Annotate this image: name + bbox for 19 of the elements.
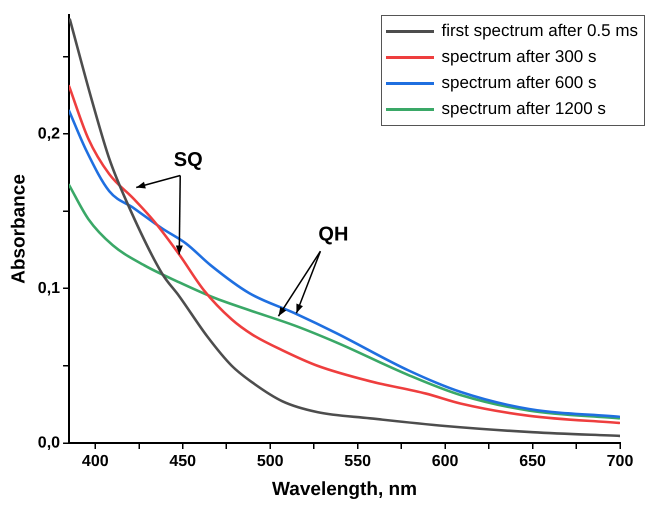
legend-label: spectrum after 1200 s bbox=[442, 98, 606, 120]
y-tick-label: 0,1 bbox=[38, 280, 60, 297]
x-axis-title: Wavelength, nm bbox=[272, 478, 418, 500]
annotation: QH bbox=[318, 224, 348, 246]
y-tick-label: 0,2 bbox=[38, 125, 60, 142]
x-tick-label: 600 bbox=[432, 453, 459, 470]
legend-label: first spectrum after 0.5 ms bbox=[442, 20, 638, 42]
line-series bbox=[69, 184, 620, 420]
x-tick-label: 400 bbox=[82, 453, 109, 470]
x-tick-label: 700 bbox=[606, 453, 634, 470]
legend-label: spectrum after 600 s bbox=[442, 72, 596, 94]
annotation: SQ bbox=[174, 149, 203, 172]
legend-label: spectrum after 300 s bbox=[442, 46, 596, 68]
x-tick-label: 650 bbox=[519, 453, 546, 470]
x-tick-label: 450 bbox=[169, 453, 196, 470]
x-tick-label: 500 bbox=[256, 453, 284, 470]
y-axis-title: Absorbance bbox=[8, 174, 30, 284]
y-tick-label: 0,0 bbox=[38, 434, 60, 452]
x-tick-label: 550 bbox=[344, 453, 372, 470]
